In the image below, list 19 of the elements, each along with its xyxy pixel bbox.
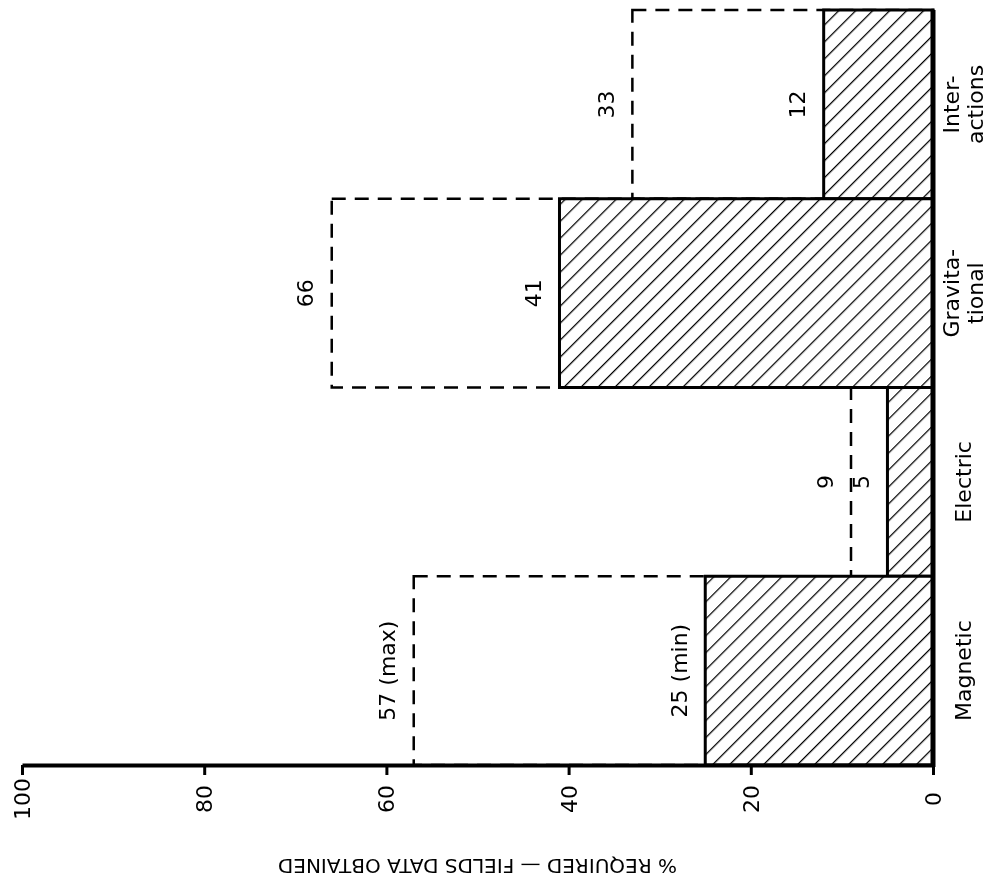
x-tick-label: 20 bbox=[738, 785, 764, 813]
x-axis-title: % REQUIRED — FIELDS DATA OBTAINED bbox=[277, 854, 678, 878]
y-tick-label: Electric bbox=[951, 441, 976, 523]
x-tick-label: 80 bbox=[192, 785, 218, 813]
data-label: 33 bbox=[593, 90, 619, 119]
x-tick-label: 40 bbox=[556, 785, 582, 813]
x-tick-label: 100 bbox=[10, 778, 35, 820]
data-label: 12 bbox=[785, 90, 811, 119]
data-label: 41 bbox=[520, 279, 546, 308]
y-tick-label: Inter- actions bbox=[939, 64, 988, 144]
x-tick-label: 0 bbox=[921, 792, 946, 806]
x-tick-label: 60 bbox=[374, 785, 400, 813]
data-label: 66 bbox=[293, 279, 319, 308]
data-label: 25 (min) bbox=[666, 623, 692, 718]
y-tick-label: Gravita- tional bbox=[939, 248, 988, 338]
y-tick-label: Magnetic bbox=[951, 620, 976, 721]
data-label: 5 bbox=[848, 474, 874, 489]
data-label: 9 bbox=[812, 474, 838, 489]
data-label: 57 (max) bbox=[375, 620, 401, 721]
